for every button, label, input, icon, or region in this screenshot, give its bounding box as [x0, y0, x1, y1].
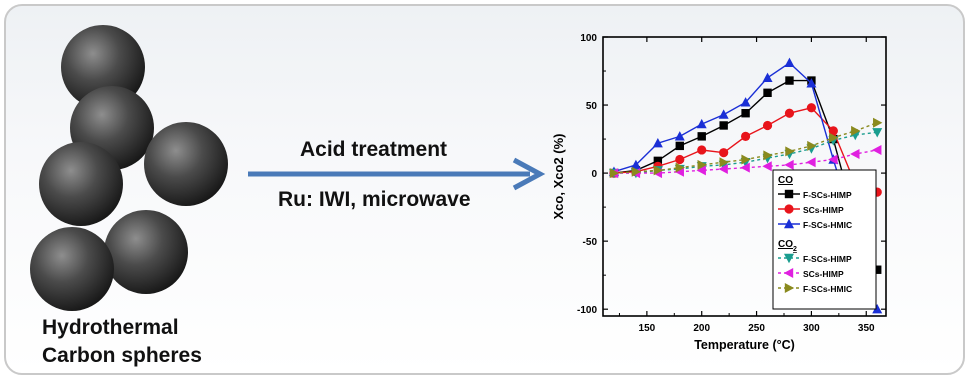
data-point — [719, 148, 729, 158]
legend-label: SCs-HIMP — [803, 205, 844, 215]
y-tick-label: -100 — [577, 305, 597, 316]
data-point — [872, 144, 882, 155]
data-point — [784, 57, 795, 68]
data-point — [762, 161, 772, 172]
process-step-1: Acid treatment — [300, 138, 448, 161]
data-point — [718, 164, 728, 175]
carbon-sphere — [144, 122, 228, 206]
data-point — [697, 145, 707, 155]
data-point — [719, 157, 729, 168]
legend-group-title: CO2 — [778, 239, 797, 253]
data-point — [740, 97, 751, 107]
data-point — [740, 162, 750, 173]
data-point — [653, 156, 663, 166]
y-tick-label: 100 — [580, 33, 597, 44]
data-point — [850, 149, 860, 160]
caption-line-2: Carbon spheres — [42, 344, 202, 367]
legend: CO F-SCs-HIMP SCs-HIMP F-SCs-HMIC CO2 F-SCs-H… — [772, 169, 877, 310]
data-point — [718, 109, 729, 119]
data-point — [784, 189, 794, 199]
data-point — [697, 132, 706, 141]
data-point — [630, 159, 641, 170]
data-point — [784, 218, 794, 229]
legend-group-title: CO — [778, 175, 793, 186]
data-point — [609, 168, 620, 179]
data-point — [806, 157, 816, 168]
carbon-sphere — [30, 227, 114, 311]
data-point — [762, 72, 773, 83]
data-point — [828, 154, 838, 165]
caption-line-1: Hydrothermal — [42, 316, 179, 339]
data-point — [675, 162, 685, 173]
data-point — [763, 88, 772, 97]
legend-label: F-SCs-HIMP — [803, 190, 852, 200]
data-point — [697, 159, 707, 170]
legend-label: F-SCs-HMIC — [803, 284, 852, 294]
data-point — [696, 165, 706, 176]
legend-label: F-SCs-HIMP — [803, 254, 852, 264]
data-point — [828, 126, 838, 136]
data-point — [872, 303, 883, 314]
y-axis-label: Xco, Xco2 (%) — [551, 134, 566, 220]
process-step-2: Ru: IWI, microwave — [278, 188, 471, 211]
carbon-sphere — [104, 210, 188, 294]
arrow-head-icon — [512, 157, 546, 191]
data-point — [783, 268, 794, 278]
x-tick-label: 350 — [858, 323, 875, 334]
legend-label: F-SCs-HMIC — [803, 220, 852, 230]
data-point — [785, 76, 794, 85]
series-co2-f-scs-hmic — [609, 117, 883, 179]
y-tick-label: 0 — [591, 169, 597, 180]
x-axis-label: Temperature (°C) — [694, 338, 795, 352]
data-point — [719, 121, 728, 130]
data-point — [763, 150, 773, 161]
data-point — [807, 140, 817, 151]
data-point — [873, 117, 883, 128]
data-point — [652, 137, 663, 148]
x-tick-label: 150 — [639, 323, 656, 334]
data-point — [741, 154, 751, 165]
data-point — [631, 166, 642, 177]
data-point — [806, 78, 817, 88]
data-point — [785, 146, 795, 157]
data-point — [674, 131, 685, 141]
data-point — [784, 204, 794, 214]
data-point — [784, 108, 795, 118]
data-point — [872, 128, 883, 138]
y-tick-label: 50 — [586, 101, 598, 112]
legend-label: SCs-HIMP — [803, 269, 844, 279]
x-tick-label: 300 — [803, 323, 820, 334]
data-point — [762, 120, 773, 131]
data-point — [784, 159, 794, 170]
data-point — [675, 154, 685, 165]
data-point — [873, 265, 882, 274]
data-point — [740, 131, 751, 141]
data-point — [829, 132, 839, 143]
x-tick-label: 250 — [748, 323, 765, 334]
data-point — [675, 141, 684, 151]
data-point — [784, 253, 794, 264]
carbon-sphere — [39, 142, 123, 226]
data-point — [696, 118, 707, 129]
data-point — [806, 103, 817, 113]
data-point — [784, 283, 795, 293]
x-tick-label: 200 — [693, 323, 710, 334]
data-point — [653, 165, 664, 176]
y-tick-label: -50 — [583, 237, 598, 248]
data-point — [741, 109, 750, 118]
data-point — [851, 125, 861, 136]
plot-area — [602, 36, 887, 317]
